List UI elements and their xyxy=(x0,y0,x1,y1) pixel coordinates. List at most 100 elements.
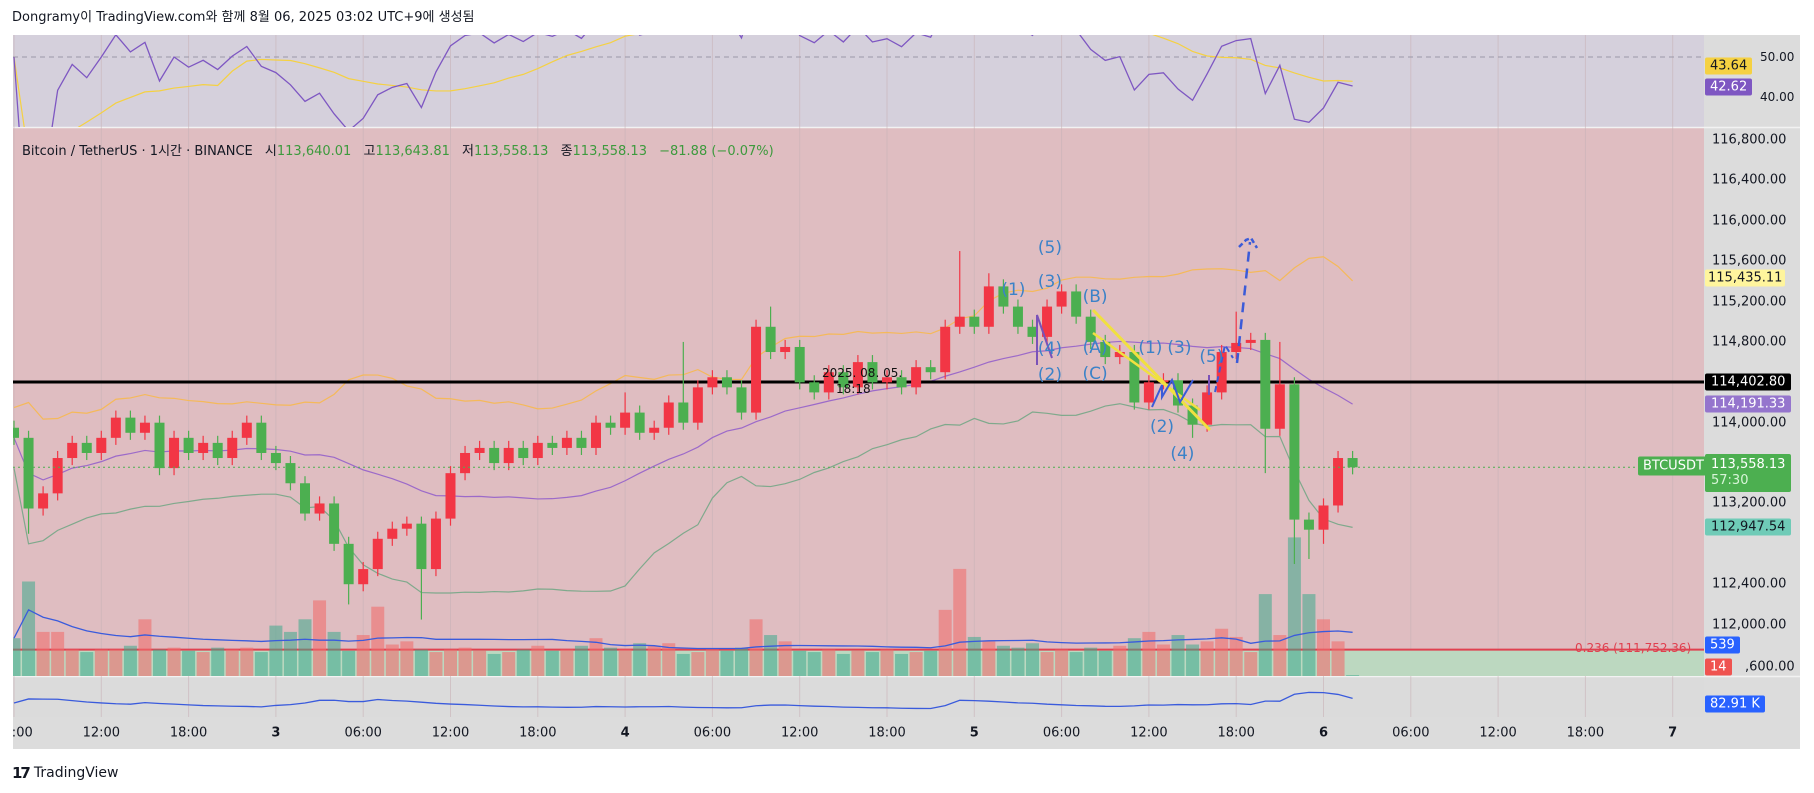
elliott-wave-label[interactable]: (5) xyxy=(1037,238,1062,259)
elliott-wave-label[interactable]: (4) xyxy=(1037,339,1062,360)
tradingview-logo[interactable]: 17 TradingView xyxy=(12,764,118,782)
rsi-badge: 42.62 xyxy=(1705,78,1753,96)
candle-body xyxy=(1216,352,1227,393)
volume-bar xyxy=(1069,652,1083,676)
candle-body xyxy=(300,483,310,514)
candle-body xyxy=(896,377,907,388)
volume-bar xyxy=(735,647,748,676)
volume-bar xyxy=(880,649,894,676)
volume-bar xyxy=(80,652,94,676)
bb-mid-badge: 114,191.33 xyxy=(1705,395,1792,413)
hline-price-badge: 114,402.80 xyxy=(1705,373,1792,391)
volume-bar xyxy=(22,581,36,676)
candle-body xyxy=(532,442,543,459)
volume-bar xyxy=(1331,641,1345,676)
elliott-wave-label[interactable]: (3) xyxy=(1167,337,1192,358)
price-axis-tick: 112,000.00 xyxy=(1712,617,1787,633)
volume-bar xyxy=(385,644,399,676)
candle-body xyxy=(1289,384,1300,520)
elliott-wave-label[interactable]: (1) xyxy=(1001,280,1026,301)
volume-bar xyxy=(51,631,65,676)
rsi-line xyxy=(13,35,1353,127)
volume-bar xyxy=(953,568,967,676)
rsi-axis-tick: 50.00 xyxy=(1760,50,1795,64)
volume-bar xyxy=(1186,644,1200,676)
candle-body xyxy=(1027,326,1038,337)
volume-bar xyxy=(1287,537,1301,676)
candle-body xyxy=(1100,341,1111,358)
time-axis-label: 18:00 xyxy=(169,725,208,741)
candle-body xyxy=(96,437,107,453)
volume-bar xyxy=(1346,675,1360,676)
elliott-wave-label[interactable]: (4) xyxy=(1170,443,1195,464)
elliott-wave-label[interactable]: (B) xyxy=(1082,286,1108,307)
volume-bar xyxy=(1229,636,1243,676)
volume-bar xyxy=(589,638,603,676)
wave-zigzag[interactable] xyxy=(1151,377,1194,408)
candle-body xyxy=(285,463,296,484)
elliott-wave-label[interactable]: (2) xyxy=(1037,365,1062,386)
candle-body xyxy=(1333,458,1344,506)
candle-body xyxy=(940,326,951,373)
chart-caption: Dongramy이 TradingView.com와 함께 8월 06, 202… xyxy=(12,10,475,25)
candle-body xyxy=(212,442,223,459)
volume-bar xyxy=(1302,594,1316,676)
candle-body xyxy=(780,346,791,353)
volume-bar xyxy=(298,619,312,676)
volume-bar xyxy=(196,652,210,676)
wave-line[interactable] xyxy=(1036,314,1053,365)
volume-bar xyxy=(924,650,938,676)
volume-bar xyxy=(1317,619,1330,676)
candle-body xyxy=(838,372,849,388)
volume-bar xyxy=(458,647,472,676)
volume-bar xyxy=(1026,643,1039,676)
elliott-wave-label[interactable]: (3) xyxy=(1037,271,1062,292)
candle-body xyxy=(765,326,776,353)
time-axis-label: 06:00 xyxy=(3,725,33,741)
tradingview-logo-text: TradingView xyxy=(33,765,119,781)
time-axis-label: 7 xyxy=(1668,725,1678,741)
time-axis-label: 18:00 xyxy=(519,725,557,741)
open-value: 113,640.01 xyxy=(276,144,352,159)
candle-body xyxy=(474,447,485,453)
main-pane[interactable] xyxy=(13,128,1704,676)
volume-bar xyxy=(502,652,516,676)
elliott-wave-label[interactable]: (2) xyxy=(1149,417,1175,438)
time-axis-label: 12:00 xyxy=(431,725,470,741)
volume-bar xyxy=(1055,649,1069,676)
time-axis-label: 5 xyxy=(969,725,979,741)
volume-bar xyxy=(400,641,414,676)
candle-body xyxy=(591,422,601,448)
rsi-pane[interactable] xyxy=(13,35,1704,127)
elliott-wave-label[interactable]: (5) xyxy=(1199,347,1224,368)
trendline-upper[interactable] xyxy=(1091,308,1212,432)
projection-dashed-line[interactable] xyxy=(1235,241,1252,364)
candle-body xyxy=(343,543,354,585)
volume-bar xyxy=(167,647,181,676)
elliott-wave-label[interactable]: (A) xyxy=(1082,338,1108,359)
rsi-ma-badge: 43.64 xyxy=(1705,57,1753,75)
volume-bar xyxy=(1098,650,1112,676)
volume-bar xyxy=(1156,644,1170,676)
candle-body xyxy=(241,422,252,438)
candle-body xyxy=(1085,316,1096,342)
lower-indicator-pane[interactable] xyxy=(13,677,1704,717)
high-value: 113,643.81 xyxy=(375,144,450,159)
candle-body xyxy=(1143,382,1154,403)
price-axis-tick: 116,000.00 xyxy=(1712,213,1787,229)
time-axis-label: 4 xyxy=(620,725,630,741)
volume-bar xyxy=(371,606,385,676)
lower-indicator-badge: 82.91 K xyxy=(1705,695,1765,713)
volume-bar xyxy=(444,649,457,676)
candle-body xyxy=(387,528,398,539)
bb-lower-line xyxy=(13,403,1353,594)
candle-body xyxy=(52,458,63,494)
volume-bar xyxy=(676,653,690,676)
volume-ma-badge: 539 xyxy=(1705,636,1740,654)
elliott-wave-label[interactable]: (1) xyxy=(1138,337,1163,358)
chart-note-date: 2025. 08. 05. xyxy=(822,366,903,380)
open-label: 시 xyxy=(264,144,277,159)
symbol-title[interactable]: Bitcoin / TetherUS · 1시간 · BINANCE xyxy=(22,144,253,159)
elliott-wave-label[interactable]: (C) xyxy=(1082,364,1108,385)
